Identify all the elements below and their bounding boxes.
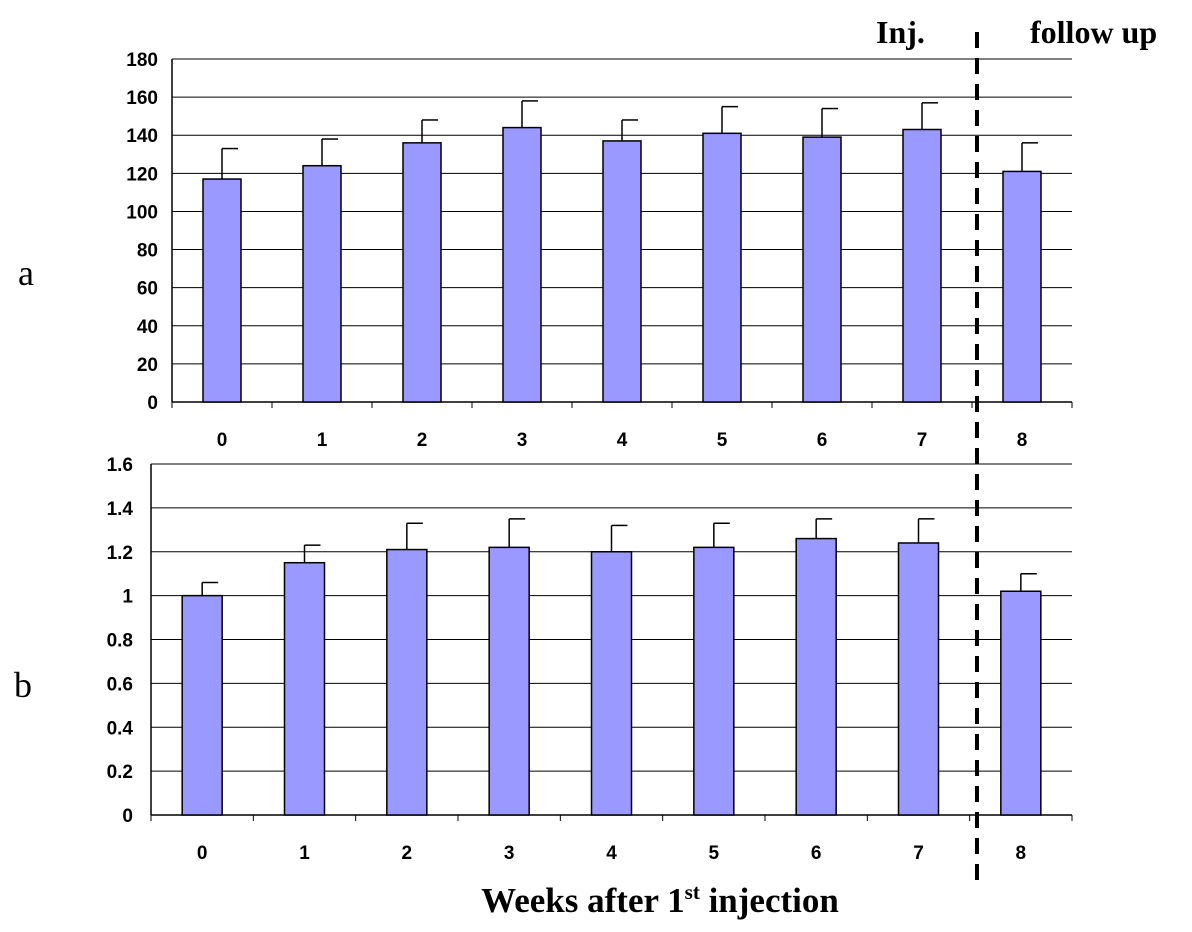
y-tick-label: 0.6 [107,674,133,695]
x-tick-label: 3 [517,430,528,451]
panel-a-label: a [18,253,34,293]
bar [703,133,741,402]
y-tick-label: 1.4 [107,499,134,520]
y-tick-label: 140 [126,126,158,147]
bar [387,550,427,815]
y-tick-label: 100 [126,202,158,223]
y-tick-label: 0.8 [107,631,133,652]
x-tick-label: 3 [504,843,515,864]
y-tick-label: 0.2 [107,762,133,783]
bar [203,179,241,402]
bar [592,552,632,815]
x-tick-label: 8 [1016,843,1027,864]
bar [903,130,941,402]
bar [285,563,325,815]
y-tick-label: 1 [122,587,133,608]
x-tick-label: 5 [717,430,728,451]
bar [603,141,641,402]
x-tick-label: 2 [402,843,413,864]
x-tick-label: 5 [709,843,720,864]
x-tick-label: 1 [299,843,310,864]
x-axis-label: Weeks after 1st injection [481,880,839,920]
x-tick-label: 1 [317,430,328,451]
y-tick-label: 0.4 [107,718,134,739]
y-tick-label: 0 [147,393,158,414]
x-tick-label: 0 [197,843,208,864]
bar [489,547,529,815]
x-tick-label: 4 [606,843,617,864]
follow-up-label: follow up [1030,14,1157,50]
bar [803,137,841,402]
panel-b-label: b [14,665,32,705]
bar [1001,591,1041,815]
y-tick-label: 120 [126,164,158,185]
x-tick-label: 8 [1017,430,1028,451]
bar [303,166,341,402]
bar [796,539,836,815]
bar [1003,171,1041,402]
y-tick-label: 160 [126,88,158,109]
injection-period-label: Inj. [876,14,925,50]
x-tick-label: 7 [913,843,924,864]
panel-a-chart: 0 20 40 60 80 100 120 140 160 180 0 1 2 3 4 5 6 7 8 [126,50,1072,451]
bar [182,596,222,815]
y-tick-label: 40 [137,317,158,338]
y-tick-label: 20 [137,355,158,376]
y-tick-label: 80 [137,241,158,262]
y-tick-label: 1.6 [107,455,133,476]
x-tick-label: 6 [811,843,822,864]
y-tick-label: 180 [126,50,158,71]
y-tick-label: 60 [137,279,158,300]
panel-b-chart: 0 0.2 0.4 0.6 0.8 1 1.2 1.4 1.6 0 1 2 3 4 5 6 7 8 [107,455,1072,864]
x-tick-label: 2 [417,430,428,451]
bar [403,143,441,402]
x-tick-label: 6 [817,430,828,451]
x-tick-label: 0 [217,430,228,451]
y-tick-label: 1.2 [107,543,133,564]
x-tick-label: 4 [617,430,628,451]
x-tick-label: 7 [917,430,928,451]
y-tick-label: 0 [122,806,133,827]
bar [899,543,939,815]
bar [694,547,734,815]
bar [503,128,541,402]
